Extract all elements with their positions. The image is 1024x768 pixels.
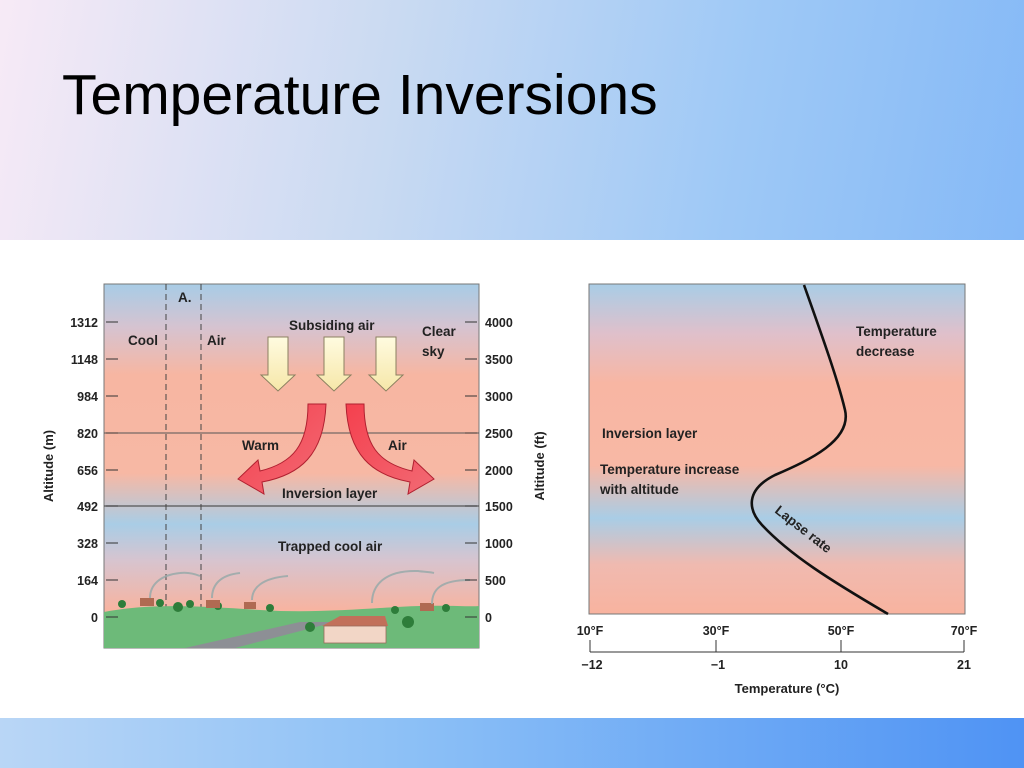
tick-c-10: 10 [834,658,848,672]
tick-ft-4000: 4000 [485,316,513,330]
houses [140,598,434,644]
label-cool: Cool [128,333,158,348]
label-air-mid: Air [388,438,408,453]
tick-m-1312: 1312 [70,316,98,330]
label-temperature-increase-1: Temperature increase [600,462,740,477]
marker-a: A. [178,290,192,305]
tick-m-820: 820 [77,427,98,441]
smoke-plumes [149,569,471,605]
left-diagram: 1312 1148 984 820 656 492 328 164 0 4000… [41,283,547,649]
x-ticks-fahrenheit: 10°F 30°F 50°F 70°F [577,624,978,638]
tick-ft-2500: 2500 [485,427,513,441]
down-arrow-3 [367,336,405,392]
road [185,622,335,648]
temperature-profile-curve [750,284,889,616]
label-air-top: Air [207,333,227,348]
tick-f-50: 50°F [828,624,855,638]
tick-ft-0: 0 [485,611,492,625]
warm-arrow-right [345,403,435,495]
y-axis-label-m: Altitude (m) [41,430,56,502]
tick-ft-500: 500 [485,574,506,588]
barn-roof [322,616,388,626]
label-inversion-layer-right: Inversion layer [602,426,698,441]
label-temperature-decrease-2: decrease [856,344,915,359]
label-sky: sky [422,344,445,359]
left-ticks-m [106,321,118,618]
x-axis-ticks [589,640,965,653]
tick-ft-3500: 3500 [485,353,513,367]
barn [323,625,387,644]
right-ticks-ft [465,321,477,618]
slide-title: Temperature Inversions [62,63,658,127]
right-diagram: Temperature decrease Inversion layer Tem… [577,283,978,696]
label-inversion-layer-left: Inversion layer [282,486,378,501]
label-trapped-cool-air: Trapped cool air [278,539,383,554]
tick-m-164: 164 [77,574,98,588]
tick-labels-m: 1312 1148 984 820 656 492 328 164 0 [70,316,98,625]
tick-f-70: 70°F [951,624,978,638]
tick-m-1148: 1148 [71,353,98,367]
bottom-band [0,718,1024,768]
tick-c-12: −12 [581,658,602,672]
right-plot-area [588,283,966,615]
tick-m-656: 656 [77,464,98,478]
down-arrow-2 [315,336,353,392]
subsiding-arrows [259,336,405,392]
warm-air-arrows [237,403,435,495]
warm-arrow-left [237,403,327,495]
tick-c-1: −1 [711,658,725,672]
tick-c-21: 21 [957,658,971,672]
tick-f-10: 10°F [577,624,604,638]
tick-m-0: 0 [91,611,98,625]
label-subsiding-air: Subsiding air [289,318,375,333]
down-arrow-1 [259,336,297,392]
label-warm: Warm [242,438,279,453]
x-axis-label: Temperature (°C) [735,681,840,696]
label-temperature-decrease-1: Temperature [856,324,937,339]
tick-f-30: 30°F [703,624,730,638]
tick-m-328: 328 [77,537,98,551]
tick-ft-3000: 3000 [485,390,513,404]
tick-m-492: 492 [77,500,98,514]
tick-ft-1500: 1500 [485,500,513,514]
x-ticks-celsius: −12 −1 10 21 [581,658,971,672]
label-clear: Clear [422,324,457,339]
tick-ft-1000: 1000 [485,537,513,551]
tick-ft-2000: 2000 [485,464,513,478]
label-temperature-increase-2: with altitude [599,482,679,497]
y-axis-label-ft: Altitude (ft) [532,431,547,500]
tick-labels-ft: 4000 3500 3000 2500 2000 1500 1000 500 0 [485,316,513,625]
tick-m-984: 984 [77,390,98,404]
